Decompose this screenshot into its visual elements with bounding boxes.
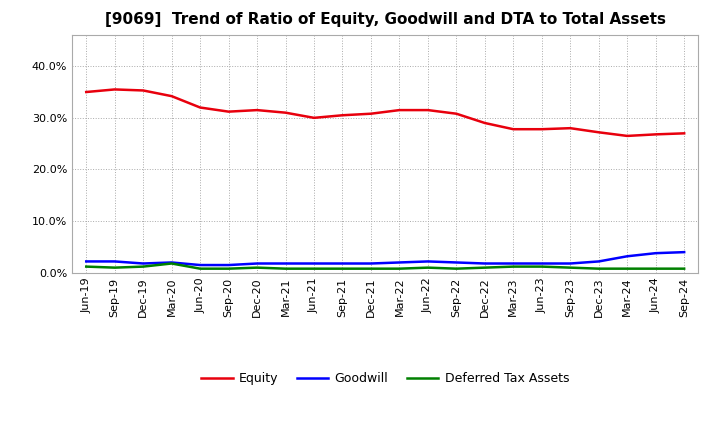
Goodwill [395,260,404,265]
Deferred Tax Assets [680,266,688,271]
Deferred Tax Assets [652,266,660,271]
Equity [623,133,631,139]
Deferred Tax Assets [395,266,404,271]
Goodwill [310,261,318,266]
Equity [167,94,176,99]
Equity [537,127,546,132]
Goodwill [452,260,461,265]
Deferred Tax Assets [82,264,91,269]
Deferred Tax Assets [480,265,489,270]
Goodwill [537,261,546,266]
Equity [253,107,261,113]
Deferred Tax Assets [310,266,318,271]
Equity [338,113,347,118]
Deferred Tax Assets [110,265,119,270]
Deferred Tax Assets [253,265,261,270]
Goodwill [680,249,688,255]
Goodwill [253,261,261,266]
Deferred Tax Assets [423,265,432,270]
Deferred Tax Assets [595,266,603,271]
Deferred Tax Assets [566,265,575,270]
Deferred Tax Assets [366,266,375,271]
Equity [282,110,290,115]
Goodwill [480,261,489,266]
Goodwill [623,253,631,259]
Equity [366,111,375,116]
Goodwill [225,262,233,268]
Equity [225,109,233,114]
Deferred Tax Assets [509,264,518,269]
Line: Equity: Equity [86,89,684,136]
Deferred Tax Assets [338,266,347,271]
Deferred Tax Assets [196,266,204,271]
Deferred Tax Assets [452,266,461,271]
Equity [652,132,660,137]
Equity [509,127,518,132]
Goodwill [196,262,204,268]
Equity [139,88,148,93]
Goodwill [595,259,603,264]
Equity [82,89,91,95]
Deferred Tax Assets [537,264,546,269]
Line: Deferred Tax Assets: Deferred Tax Assets [86,264,684,269]
Goodwill [82,259,91,264]
Equity [110,87,119,92]
Equity [452,111,461,116]
Goodwill [338,261,347,266]
Deferred Tax Assets [623,266,631,271]
Goodwill [652,250,660,256]
Goodwill [282,261,290,266]
Goodwill [509,261,518,266]
Deferred Tax Assets [139,264,148,269]
Equity [566,125,575,131]
Equity [680,131,688,136]
Line: Goodwill: Goodwill [86,252,684,265]
Goodwill [423,259,432,264]
Goodwill [366,261,375,266]
Equity [310,115,318,121]
Equity [423,107,432,113]
Goodwill [139,261,148,266]
Equity [480,121,489,126]
Title: [9069]  Trend of Ratio of Equity, Goodwill and DTA to Total Assets: [9069] Trend of Ratio of Equity, Goodwil… [104,12,666,27]
Equity [395,107,404,113]
Deferred Tax Assets [225,266,233,271]
Legend: Equity, Goodwill, Deferred Tax Assets: Equity, Goodwill, Deferred Tax Assets [197,367,574,390]
Equity [196,105,204,110]
Goodwill [566,261,575,266]
Deferred Tax Assets [167,261,176,266]
Equity [595,130,603,135]
Deferred Tax Assets [282,266,290,271]
Goodwill [110,259,119,264]
Goodwill [167,260,176,265]
